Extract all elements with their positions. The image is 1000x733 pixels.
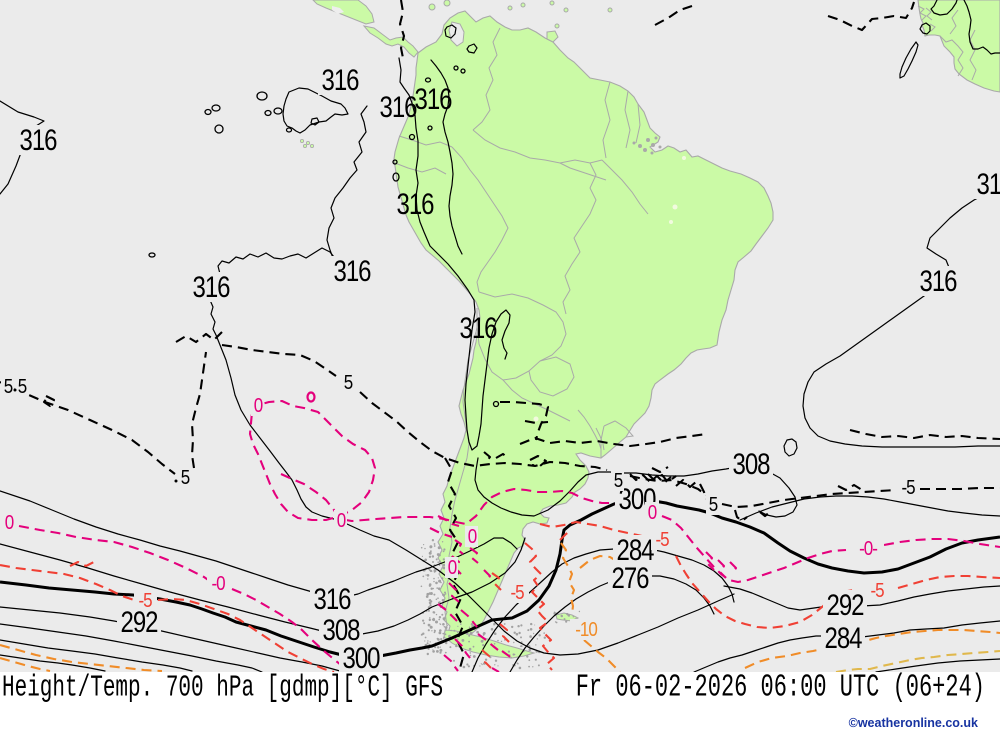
svg-text:316: 316 <box>919 265 956 298</box>
svg-text:-5: -5 <box>901 477 915 500</box>
svg-text:276: 276 <box>611 562 648 595</box>
svg-text:-10: -10 <box>575 619 597 642</box>
svg-text:308: 308 <box>322 614 359 647</box>
svg-text:-0: -0 <box>211 573 225 596</box>
svg-text:5: 5 <box>614 470 623 493</box>
svg-text:0: 0 <box>448 557 457 580</box>
svg-text:0: 0 <box>648 502 657 525</box>
svg-text:316: 316 <box>192 271 229 304</box>
svg-text:316: 316 <box>396 188 433 221</box>
svg-text:316: 316 <box>976 168 1000 201</box>
svg-text:5: 5 <box>344 372 353 395</box>
svg-text:316: 316 <box>321 64 358 97</box>
svg-text:5: 5 <box>18 376 27 399</box>
svg-text:-5: -5 <box>870 580 884 603</box>
svg-text:316: 316 <box>19 124 56 157</box>
svg-text:-5: -5 <box>138 590 152 613</box>
svg-text:0: 0 <box>337 510 346 533</box>
svg-text:284: 284 <box>616 534 654 567</box>
svg-text:5: 5 <box>181 467 190 490</box>
svg-text:0: 0 <box>5 512 14 535</box>
svg-text:300: 300 <box>342 642 379 675</box>
svg-text:316: 316 <box>459 312 496 345</box>
svg-text:292: 292 <box>826 589 863 622</box>
svg-text:316: 316 <box>379 91 416 124</box>
svg-text:316: 316 <box>313 583 350 616</box>
svg-text:5: 5 <box>4 376 13 399</box>
svg-text:308: 308 <box>732 448 769 481</box>
svg-text:316: 316 <box>333 255 370 288</box>
svg-text:-5: -5 <box>655 529 669 552</box>
svg-text:0: 0 <box>468 526 477 549</box>
svg-text:5: 5 <box>709 494 718 517</box>
svg-text:284: 284 <box>824 622 862 655</box>
svg-text:0: 0 <box>254 395 263 418</box>
svg-text:316: 316 <box>414 83 451 116</box>
svg-text:-0-: -0- <box>859 538 877 561</box>
svg-text:292: 292 <box>120 606 157 639</box>
svg-text:-5: -5 <box>510 582 524 605</box>
